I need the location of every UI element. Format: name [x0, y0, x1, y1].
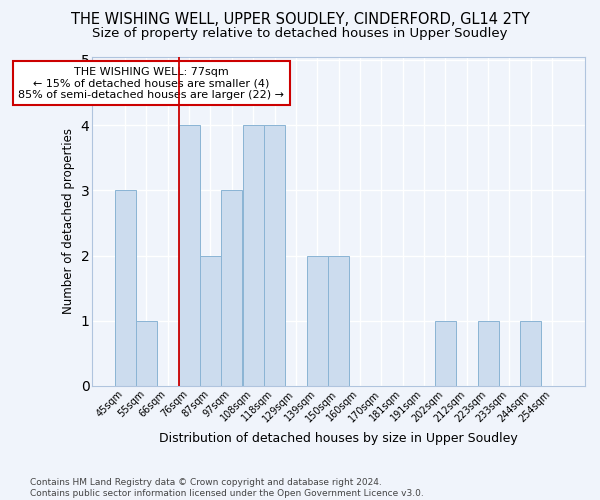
Bar	[435, 321, 456, 386]
Text: Contains HM Land Registry data © Crown copyright and database right 2024.
Contai: Contains HM Land Registry data © Crown c…	[30, 478, 424, 498]
Bar	[478, 321, 499, 386]
Bar	[328, 256, 349, 386]
Bar	[520, 321, 541, 386]
Bar	[115, 190, 136, 386]
Text: THE WISHING WELL, UPPER SOUDLEY, CINDERFORD, GL14 2TY: THE WISHING WELL, UPPER SOUDLEY, CINDERF…	[71, 12, 529, 28]
Text: THE WISHING WELL: 77sqm
← 15% of detached houses are smaller (4)
85% of semi-det: THE WISHING WELL: 77sqm ← 15% of detache…	[19, 66, 284, 100]
Bar	[264, 125, 285, 386]
Bar	[221, 190, 242, 386]
X-axis label: Distribution of detached houses by size in Upper Soudley: Distribution of detached houses by size …	[159, 432, 518, 445]
Text: Size of property relative to detached houses in Upper Soudley: Size of property relative to detached ho…	[92, 28, 508, 40]
Bar	[243, 125, 263, 386]
Bar	[179, 125, 200, 386]
Bar	[307, 256, 328, 386]
Bar	[136, 321, 157, 386]
Bar	[200, 256, 221, 386]
Y-axis label: Number of detached properties: Number of detached properties	[62, 128, 75, 314]
